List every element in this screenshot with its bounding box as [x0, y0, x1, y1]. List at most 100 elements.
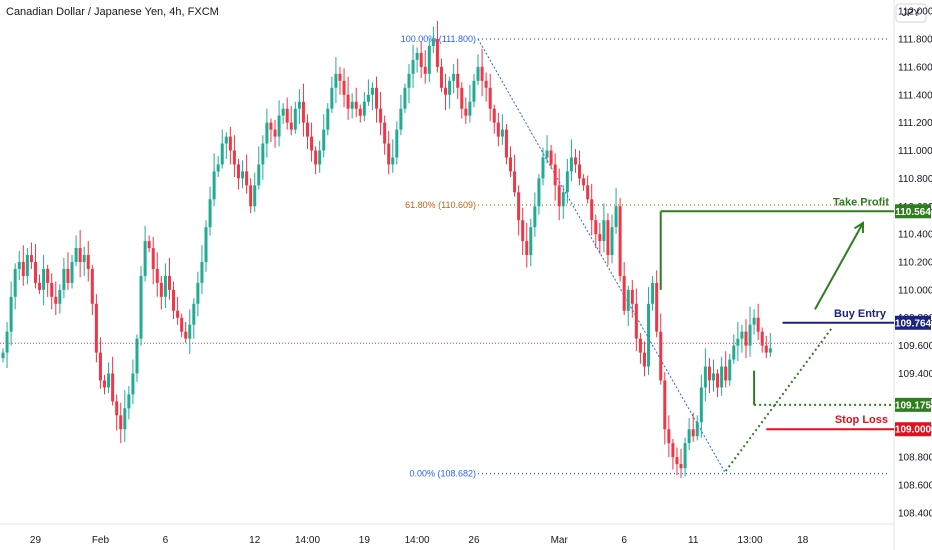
candle-body [139, 275, 143, 339]
candle-body [50, 282, 54, 297]
candle-body [387, 143, 391, 165]
price-tick-label: 110.400 [898, 230, 932, 241]
fib-618-label: 61.80% (110.609) [405, 200, 476, 210]
price-tick-label: 111.400 [898, 90, 932, 101]
buy-entry-label: Buy Entry [834, 308, 887, 320]
candle-body [253, 185, 257, 207]
candle-body [602, 220, 606, 242]
support-price-text: 109.175 [895, 400, 932, 411]
candle-body [236, 164, 240, 179]
candle-body [590, 199, 594, 221]
candle-body [103, 380, 106, 388]
candle-body [427, 45, 431, 74]
candle-body [184, 331, 188, 339]
candle-body [257, 164, 261, 186]
candle-body [626, 289, 630, 311]
candle-body [241, 171, 245, 179]
candle-body [370, 87, 374, 95]
fib-trend-line [477, 38, 727, 474]
candle-body [419, 52, 423, 67]
candle-body [768, 348, 772, 353]
candle-body [261, 143, 265, 165]
time-tick-label: 14:00 [295, 535, 320, 546]
candle-body [322, 129, 326, 151]
candle-body [638, 338, 642, 353]
candle-body [192, 303, 196, 325]
price-tick-label: 112.000 [898, 7, 932, 18]
candle-body [167, 275, 171, 290]
candle-body [480, 66, 484, 81]
price-tick-label: 108.800 [898, 453, 932, 464]
candle-body [176, 310, 180, 318]
candle-body [54, 296, 58, 304]
time-axis-ticks: 29 Feb 6 12 14:00 19 14:00 26 Mar 6 11 13:00 18 [30, 535, 809, 546]
candle-body [578, 164, 582, 179]
candle-body [675, 457, 679, 465]
candle-body [594, 220, 598, 235]
candle-body [310, 136, 314, 151]
currency-badge[interactable] [895, 3, 927, 23]
candle-body [330, 87, 334, 109]
candle-body [86, 255, 90, 269]
price-tick-label: 111.600 [898, 62, 932, 73]
time-tick-label: Feb [92, 535, 110, 546]
candle-body [46, 268, 50, 283]
candle-body [683, 443, 687, 469]
candle-body [314, 150, 318, 165]
candle-body [301, 101, 305, 123]
take-profit-label: Take Profit [833, 196, 889, 208]
candle-body [306, 122, 309, 137]
candle-body [90, 268, 94, 304]
candle-body [350, 101, 354, 109]
candle-body [496, 122, 500, 137]
candle-body [127, 394, 131, 409]
candle-body [281, 108, 285, 116]
price-tick-label: 109.600 [898, 341, 932, 352]
candle-body [663, 380, 667, 430]
candle-body [245, 171, 249, 186]
candle-body [58, 289, 62, 304]
candle-body [180, 317, 184, 332]
buy-entry-price-tag [895, 315, 931, 330]
candle-body [172, 289, 176, 311]
candle-body [62, 268, 66, 290]
candle-body [423, 66, 427, 74]
stop-loss-price-text: 109.000 [895, 425, 932, 436]
candle-body [695, 422, 699, 437]
time-tick-label: 13:00 [738, 535, 763, 546]
candle-body [115, 401, 119, 416]
candle-body [9, 296, 13, 332]
candle-body [232, 150, 236, 165]
stop-loss-price-tag [895, 422, 931, 437]
time-tick-label: 6 [621, 535, 627, 546]
candle-body [21, 262, 25, 276]
candle-body [622, 275, 626, 311]
candle-body [403, 87, 407, 109]
price-tick-label: 108.400 [898, 508, 932, 519]
candle-body [728, 359, 732, 381]
buy-entry-price-text: 109.764 [895, 318, 932, 329]
candle-body [472, 80, 476, 102]
candle-body [707, 366, 711, 381]
candle-body [224, 136, 228, 144]
candle-body [452, 73, 456, 81]
candle-body [200, 262, 204, 283]
candle-body [13, 268, 17, 297]
fib-0-label: 0.00% (108.682) [409, 469, 476, 479]
candle-body [655, 282, 659, 332]
candle-body [265, 122, 269, 144]
candle-body [98, 352, 102, 381]
candle-body [647, 303, 651, 367]
candle-body [634, 303, 638, 339]
candle-body [484, 80, 488, 88]
candle-body [573, 157, 577, 165]
candle-body [582, 178, 586, 186]
candle-body [756, 317, 760, 332]
candle-body [5, 331, 9, 353]
candle-body [557, 185, 561, 207]
candle-body [131, 373, 135, 395]
candle-body [147, 241, 151, 249]
candle-body [342, 80, 346, 95]
